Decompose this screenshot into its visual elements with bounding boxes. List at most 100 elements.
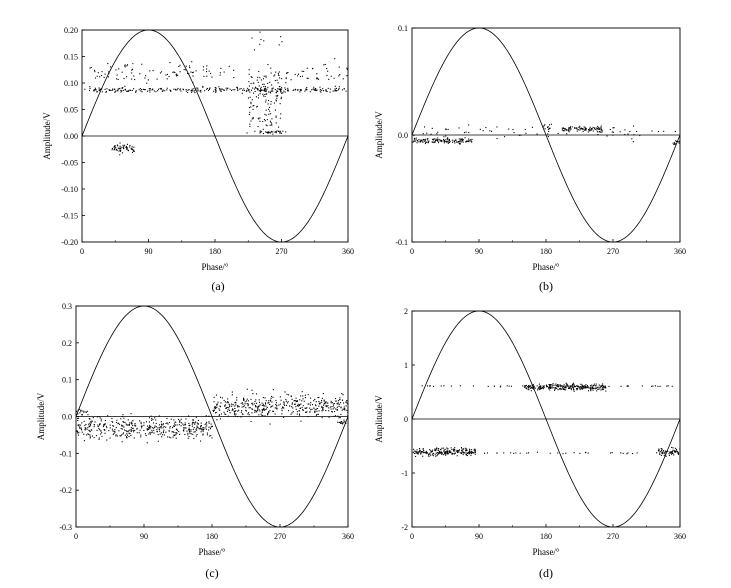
data-point — [416, 449, 418, 451]
data-point — [155, 91, 157, 93]
data-point — [211, 437, 213, 439]
data-point — [584, 128, 586, 130]
data-point — [419, 140, 421, 142]
data-point — [345, 405, 347, 407]
data-point — [343, 406, 345, 408]
y-tick-label: 0.20 — [64, 26, 78, 35]
data-point — [473, 450, 475, 452]
data-point — [594, 127, 596, 129]
data-point — [91, 420, 93, 422]
data-point — [675, 140, 677, 142]
data-point — [208, 429, 210, 431]
data-point — [581, 386, 583, 388]
data-point — [639, 135, 641, 137]
data-point — [261, 411, 263, 413]
data-point — [106, 88, 108, 90]
data-point — [196, 87, 198, 89]
data-point — [573, 390, 575, 392]
data-point — [287, 89, 289, 91]
data-point — [125, 423, 127, 425]
data-point — [258, 414, 260, 416]
data-point — [430, 450, 432, 452]
data-point — [565, 382, 567, 384]
data-point — [290, 395, 292, 397]
data-point — [566, 129, 568, 131]
data-point — [276, 95, 278, 97]
data-point — [271, 130, 273, 132]
data-point — [246, 400, 248, 402]
data-point — [124, 434, 126, 436]
data-point — [443, 449, 445, 451]
data-point — [565, 452, 567, 454]
data-point — [89, 67, 91, 69]
data-point — [281, 410, 283, 412]
data-point — [559, 388, 561, 390]
data-point — [562, 387, 564, 389]
data-point — [152, 422, 154, 424]
data-point — [565, 387, 567, 389]
data-point — [419, 450, 421, 452]
data-point — [575, 385, 577, 387]
data-point — [129, 89, 131, 91]
data-point — [237, 405, 239, 407]
data-point — [192, 422, 194, 424]
data-point — [208, 89, 210, 91]
data-point — [420, 452, 422, 454]
data-point — [627, 133, 629, 135]
data-point — [88, 423, 90, 425]
data-point — [446, 141, 448, 143]
data-point — [321, 89, 323, 91]
data-point — [676, 451, 678, 453]
data-point — [241, 413, 243, 415]
data-point — [190, 429, 192, 431]
data-point — [539, 387, 541, 389]
data-point — [171, 431, 173, 433]
data-point — [248, 81, 250, 83]
data-point — [128, 90, 130, 92]
data-point — [305, 88, 307, 90]
data-point — [458, 141, 460, 143]
data-point — [580, 386, 582, 388]
data-point — [575, 127, 577, 129]
data-point — [295, 400, 297, 402]
data-point — [223, 411, 225, 413]
data-point — [87, 427, 89, 429]
data-point — [78, 431, 80, 433]
data-point — [340, 422, 342, 424]
data-point — [601, 385, 603, 387]
data-point — [438, 139, 440, 141]
data-point — [433, 141, 435, 143]
data-point — [205, 415, 207, 417]
data-point — [554, 387, 556, 389]
data-point — [594, 128, 596, 130]
data-point — [578, 126, 580, 128]
data-point — [152, 88, 154, 90]
data-point — [601, 129, 603, 131]
data-point — [150, 89, 152, 91]
data-point — [101, 71, 103, 73]
data-point — [415, 455, 417, 457]
data-point — [234, 405, 236, 407]
data-point — [559, 385, 561, 387]
data-point — [336, 406, 338, 408]
data-point — [115, 434, 117, 436]
data-point — [206, 88, 208, 90]
data-point — [115, 427, 117, 429]
data-point — [121, 87, 123, 89]
data-point — [96, 91, 98, 93]
data-point — [315, 88, 317, 90]
data-point — [590, 386, 592, 388]
data-point — [224, 405, 226, 407]
data-point — [204, 424, 206, 426]
data-point — [114, 431, 116, 433]
data-point — [256, 411, 258, 413]
data-point — [130, 427, 132, 429]
data-point — [122, 144, 124, 146]
data-point — [260, 79, 262, 81]
data-point — [453, 140, 455, 142]
data-point — [225, 413, 227, 415]
data-point — [344, 409, 346, 411]
data-point — [414, 137, 416, 139]
data-point — [576, 389, 578, 391]
